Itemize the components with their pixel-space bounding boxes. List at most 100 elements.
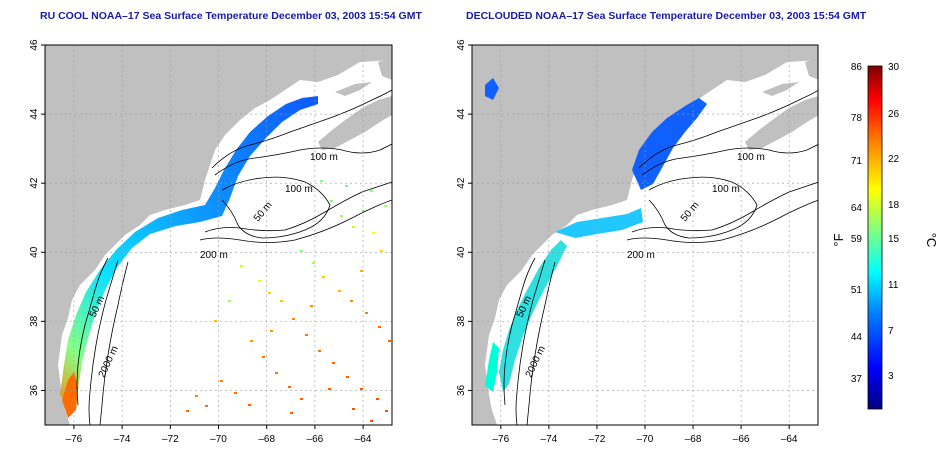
- lon-tick-label: –72: [162, 434, 179, 445]
- fahrenheit-tick-label: 37: [851, 374, 863, 385]
- lat-tick-label: 44: [29, 108, 40, 120]
- sst-pixel: [240, 265, 243, 267]
- lon-tick-label: –74: [114, 434, 131, 445]
- contour-label: 100 m: [712, 184, 740, 195]
- lon-tick-label: –66: [733, 434, 750, 445]
- lon-tick-label: –64: [355, 434, 372, 445]
- sst-scattered-pixels: [186, 180, 391, 422]
- celsius-tick-label: 26: [888, 109, 900, 120]
- lon-tick-label: –64: [781, 434, 798, 445]
- sst-pixel: [220, 380, 223, 382]
- map-axes-right: –76 –74 –72 –70 –68 –66 –64 46 44 42 40 38 36: [456, 39, 798, 445]
- lon-tick-label: –68: [685, 434, 702, 445]
- lat-tick-label: 42: [456, 177, 467, 189]
- lat-tick-label: 36: [29, 384, 40, 396]
- lon-tick-label: –66: [307, 434, 324, 445]
- map-grid-right: [472, 44, 818, 425]
- lat-tick-label: 44: [456, 108, 467, 120]
- contour-label: 100 m: [310, 152, 338, 163]
- sst-pixel: [345, 185, 348, 187]
- sst-pixel: [376, 398, 379, 400]
- celsius-tick-label: 7: [888, 326, 894, 337]
- sst-pixel: [195, 395, 198, 397]
- map-axes-left: –76 –74 –72 –70 –68 –66 –64 46 44 42 40 38 36: [29, 39, 372, 445]
- sst-patch-coast: [485, 342, 499, 392]
- sst-pixel: [378, 326, 381, 328]
- fahrenheit-tick-label: 86: [851, 62, 863, 73]
- sst-pixel: [280, 300, 283, 302]
- map-panel-right[interactable]: 100 m 100 m 50 m 200 m 50 m 2000 m –76 –7…: [456, 39, 819, 445]
- lat-tick-label: 46: [456, 39, 467, 51]
- fahrenheit-tick-label: 71: [851, 156, 863, 167]
- celsius-tick-label: 22: [888, 154, 900, 165]
- lat-tick-label: 38: [456, 315, 467, 327]
- celsius-tick-label: 18: [888, 200, 900, 211]
- sst-pixel: [312, 262, 315, 264]
- lon-tick-label: –76: [66, 434, 83, 445]
- lon-tick-label: –70: [210, 434, 227, 445]
- sst-pixel: [186, 410, 189, 412]
- contour-label: 200 m: [627, 250, 655, 261]
- sst-patch-gulf: [555, 208, 643, 238]
- lon-tick-label: –70: [637, 434, 654, 445]
- lat-tick-label: 40: [29, 246, 40, 258]
- fahrenheit-tick-label: 78: [851, 113, 863, 124]
- sst-pixel: [372, 232, 375, 234]
- sst-pixel: [365, 312, 368, 314]
- sst-pixel: [228, 300, 231, 302]
- map-title-left: RU COOL NOAA–17 Sea Surface Temperature …: [40, 10, 422, 22]
- sst-patch-shelf: [499, 240, 567, 392]
- sst-pixel: [328, 388, 331, 390]
- sst-pixel: [300, 398, 303, 400]
- lat-tick-label: 42: [29, 177, 40, 189]
- sst-pixel: [234, 392, 237, 394]
- fahrenheit-tick-label: 64: [851, 203, 863, 214]
- sst-pixel: [258, 280, 261, 282]
- lat-tick-label: 46: [29, 39, 40, 51]
- contour-label: 100 m: [737, 152, 765, 163]
- sst-pixel: [330, 200, 333, 202]
- lon-tick-label: –72: [589, 434, 606, 445]
- contour-label: 100 m: [285, 184, 313, 195]
- sst-pixel: [248, 404, 251, 406]
- sst-pixel: [268, 292, 271, 294]
- sst-pixel: [205, 405, 208, 407]
- sst-pixel: [338, 290, 341, 292]
- sst-pixel: [305, 334, 308, 336]
- sst-pixel: [310, 305, 313, 307]
- sst-pixel: [290, 412, 293, 414]
- sst-pixel: [320, 180, 323, 182]
- celsius-tick-label: 15: [888, 234, 900, 245]
- contour-label: 200 m: [200, 250, 228, 261]
- sst-pixel: [270, 330, 273, 332]
- sst-pixel: [380, 250, 383, 252]
- sst-pixel: [385, 410, 388, 412]
- colorbar-gradient: [867, 65, 883, 410]
- sst-patch-north: [632, 98, 707, 190]
- sst-pixel: [388, 340, 391, 342]
- map-grid-left: [45, 44, 392, 425]
- sst-pixel: [362, 210, 365, 212]
- sst-pixel: [214, 320, 217, 322]
- sst-pixel: [370, 420, 373, 422]
- colorbar: 86 78 71 64 59 51 44 37 30 26 22 18 15 11 7 3 °F °C: [831, 62, 939, 410]
- sst-pixel: [322, 276, 325, 278]
- sst-pixel: [340, 215, 343, 217]
- lon-tick-label: –68: [258, 434, 275, 445]
- map-panel-left[interactable]: 100 m 100 m 50 m 200 m 50 m 2000 m –76 –7…: [29, 39, 393, 445]
- celsius-unit-label: °C: [924, 233, 939, 248]
- sst-pixel: [332, 362, 335, 364]
- sst-pixel: [360, 388, 363, 390]
- lon-tick-label: –74: [541, 434, 558, 445]
- sst-pixel: [300, 250, 303, 252]
- sst-pixel: [292, 318, 295, 320]
- sst-pixel: [352, 226, 355, 228]
- fahrenheit-tick-label: 59: [851, 234, 863, 245]
- celsius-tick-label: 30: [888, 62, 900, 73]
- map-title-right: DECLOUDED NOAA–17 Sea Surface Temperatur…: [466, 10, 867, 22]
- lat-tick-label: 36: [456, 384, 467, 396]
- sst-pixel: [360, 270, 363, 272]
- sst-pixel: [262, 356, 265, 358]
- lat-tick-label: 40: [456, 246, 467, 258]
- sst-pixel: [275, 372, 278, 374]
